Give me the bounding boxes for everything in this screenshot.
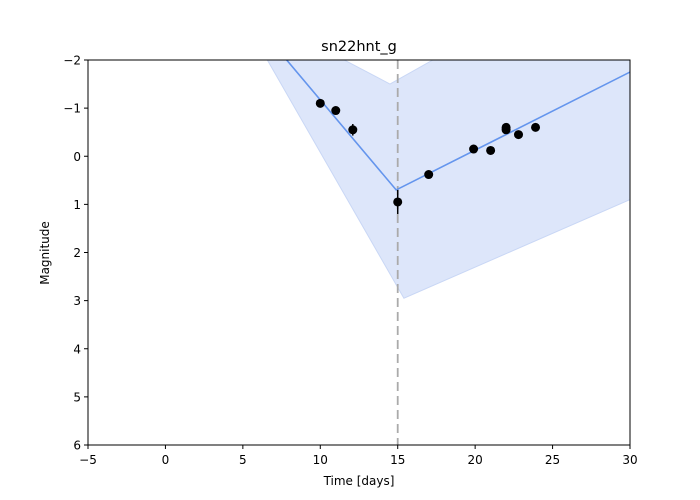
x-tick-label: 25 xyxy=(545,453,560,467)
x-axis-label: Time [days] xyxy=(323,474,395,488)
y-tick-label: 3 xyxy=(73,294,81,308)
data-points xyxy=(315,98,541,214)
data-point xyxy=(315,98,325,108)
x-tick-label: 10 xyxy=(313,453,328,467)
chart-title: sn22hnt_g xyxy=(321,39,397,55)
data-point xyxy=(531,122,541,132)
y-axis-label: Magnitude xyxy=(38,221,52,285)
x-tick-label: −5 xyxy=(79,453,97,467)
y-tick-label: 0 xyxy=(73,150,81,164)
confidence-band xyxy=(266,60,630,299)
y-tick-label: −2 xyxy=(63,54,81,68)
x-axis-ticks: −5 0 5 10 15 20 25 30 xyxy=(79,445,638,467)
fit-line xyxy=(285,60,630,191)
data-point xyxy=(514,130,524,140)
y-tick-label: 5 xyxy=(73,390,81,404)
y-tick-label: 2 xyxy=(73,246,81,260)
data-point xyxy=(393,197,403,207)
y-tick-label: −1 xyxy=(63,102,81,116)
data-point xyxy=(424,170,434,180)
y-tick-label: 1 xyxy=(73,198,81,212)
x-tick-label: 5 xyxy=(239,453,247,467)
data-point xyxy=(331,106,341,116)
x-tick-label: 0 xyxy=(162,453,170,467)
x-tick-label: 20 xyxy=(468,453,483,467)
x-tick-label: 15 xyxy=(390,453,405,467)
y-tick-label: 4 xyxy=(73,342,81,356)
data-point xyxy=(486,145,496,155)
data-point xyxy=(348,125,358,135)
data-point xyxy=(501,125,511,135)
x-tick-label: 30 xyxy=(622,453,637,467)
y-tick-label: 6 xyxy=(73,439,81,453)
y-axis-ticks: −2 −1 0 1 2 3 4 5 6 xyxy=(63,54,88,453)
data-point xyxy=(469,144,479,154)
confidence-band-area xyxy=(266,60,630,299)
fit-line-path xyxy=(285,60,630,191)
